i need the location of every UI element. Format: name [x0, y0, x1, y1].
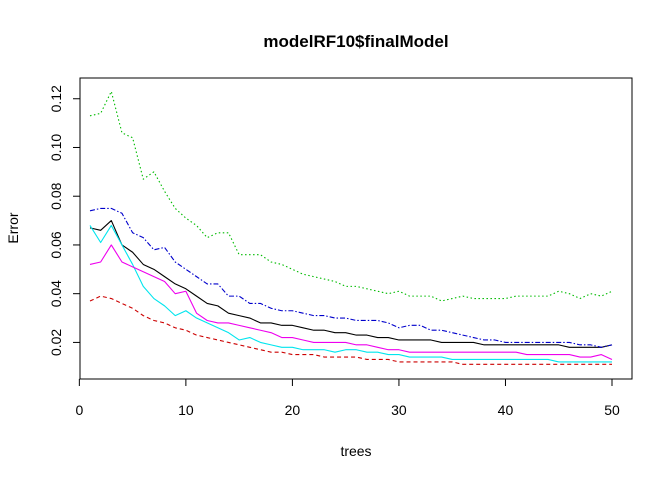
x-tick-label: 30: [391, 402, 407, 418]
y-tick-label: 0.08: [48, 182, 64, 209]
x-tick-label: 40: [498, 402, 514, 418]
chart-title: modelRF10$finalModel: [263, 32, 448, 51]
series-line-4: [89, 207, 613, 348]
x-axis: 0 10 20 30 40 50: [75, 378, 620, 418]
series-lines: [89, 90, 613, 365]
y-tick-label: 0.12: [48, 85, 64, 112]
series-line-3: [89, 90, 613, 302]
y-tick-label: 0.06: [48, 231, 64, 258]
x-tick-label: 0: [75, 402, 83, 418]
series-line-1: [89, 220, 613, 348]
y-tick-label: 0.04: [48, 280, 64, 307]
x-axis-label: trees: [340, 443, 371, 459]
x-tick-label: 50: [604, 402, 620, 418]
y-tick-label: 0.02: [48, 329, 64, 356]
y-axis-label: Error: [5, 212, 21, 243]
y-tick-label: 0.10: [48, 134, 64, 161]
x-tick-label: 10: [178, 402, 194, 418]
series-line-5: [89, 224, 612, 363]
series-line-6: [89, 244, 613, 360]
y-axis: 0.02 0.04 0.06 0.08 0.10 0.12: [48, 85, 81, 356]
x-tick-label: 20: [285, 402, 301, 418]
plot-frame: [79, 77, 633, 380]
